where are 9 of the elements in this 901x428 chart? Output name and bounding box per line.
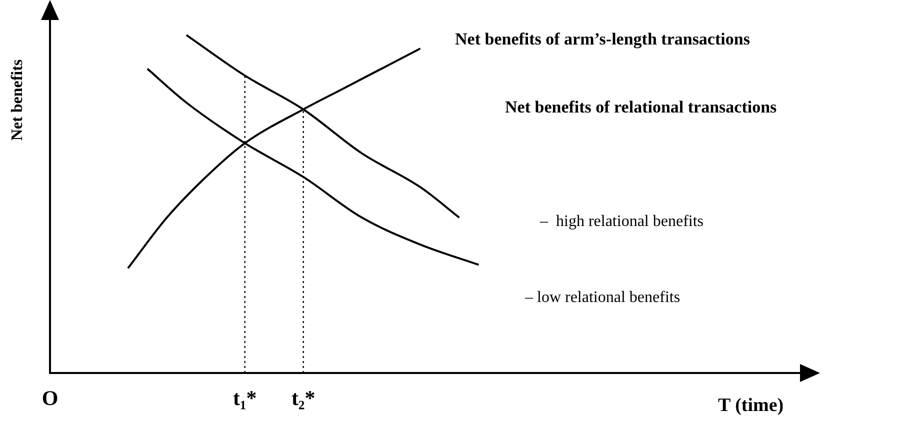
text: – high relational benefits (539, 213, 704, 230)
x-tick-label: t₁* (232, 386, 257, 410)
text: Net benefits of arm’s-length transactions (455, 29, 750, 48)
x-tick-label: O (42, 386, 58, 410)
annotation: Net benefits of relational transactions (505, 97, 778, 116)
x-tick-label: t₂* (291, 386, 316, 410)
text: – low relational benefits (524, 289, 680, 306)
x-axis-title: T (time) (718, 394, 784, 416)
y-axis-title: Net benefits (9, 59, 26, 141)
